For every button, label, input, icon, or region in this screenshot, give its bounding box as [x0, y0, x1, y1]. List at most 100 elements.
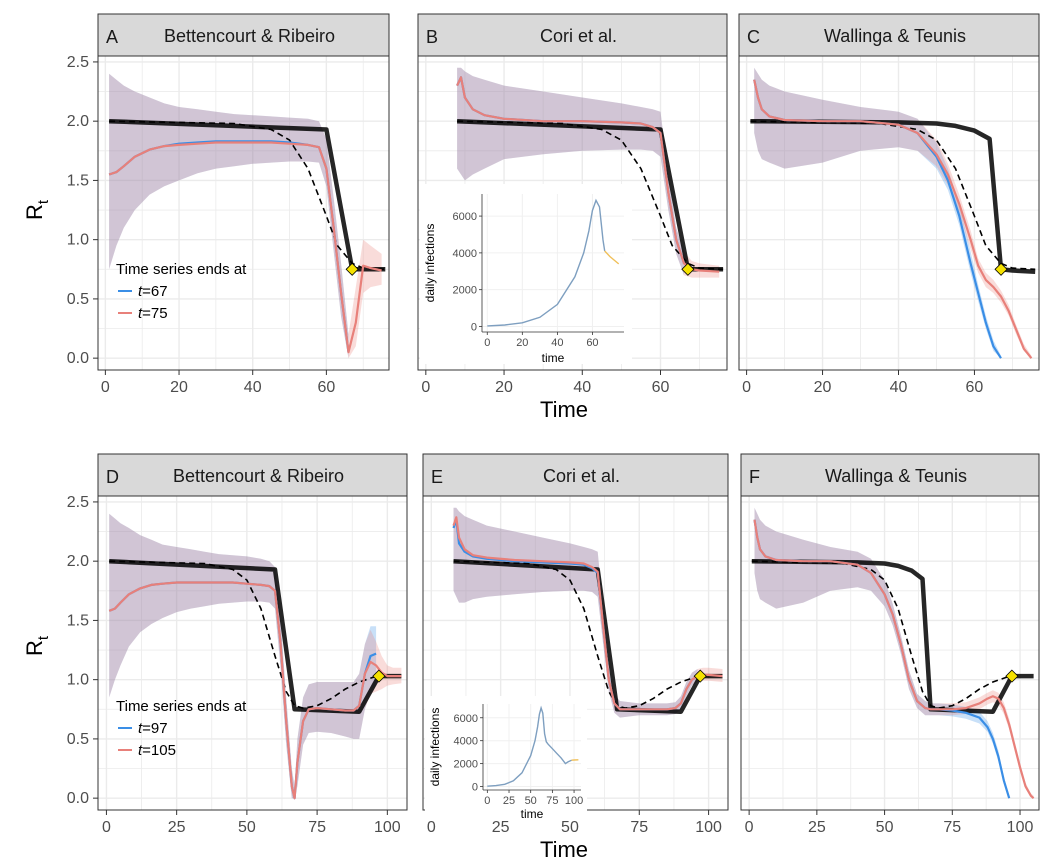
- x-tick-label: 75: [630, 819, 648, 836]
- estimate-line-t105: [753, 519, 1035, 800]
- x-tick-label: 50: [561, 819, 579, 836]
- x-tick-label: 100: [695, 819, 722, 836]
- panel-letter: C: [747, 27, 760, 47]
- estimate-line-t105: [108, 581, 402, 800]
- panel-letter: B: [426, 27, 438, 47]
- end-marker-diamond: [693, 669, 707, 683]
- legend-label-value: =105: [142, 742, 176, 759]
- data-layer: [108, 73, 386, 359]
- panel-title: Cori et al.: [540, 26, 617, 46]
- estimate-line-t105: [452, 516, 723, 711]
- legend-label-var: t: [138, 305, 143, 322]
- dashed-rt-line: [109, 120, 386, 271]
- inset-x-label: time: [542, 351, 565, 365]
- inset-y-tick-label: 2000: [454, 759, 478, 771]
- legend-title: Time series ends at: [116, 698, 247, 715]
- panel-border: [97, 55, 390, 371]
- panel-F: F Wallinga & Teunis 0 25 50 75 100: [740, 453, 1040, 836]
- legend-label-var: t: [138, 720, 143, 737]
- x-tick-label: 60: [966, 379, 984, 396]
- inset-y-tick-label: 0: [472, 782, 478, 794]
- x-tick-label: 100: [1007, 819, 1034, 836]
- inset-y-tick-label: 6000: [453, 211, 477, 223]
- panel-letter: A: [106, 27, 118, 47]
- legend-label-value: =67: [142, 283, 167, 300]
- panel-border: [738, 55, 1040, 371]
- data-layer: [750, 67, 1036, 359]
- grid: [98, 496, 407, 810]
- grid: [98, 56, 389, 370]
- x-tick-label: 50: [238, 819, 256, 836]
- x-tick-label: 25: [808, 819, 826, 836]
- end-marker-diamond: [372, 669, 386, 683]
- y-tick-label: 0.0: [67, 350, 89, 367]
- ci-ribbon-t67: [754, 67, 1001, 359]
- inset-y-tick-label: 0: [471, 321, 477, 333]
- legend-label-1: t=105: [138, 742, 176, 759]
- y-axis-title-bottom: Rt: [22, 635, 52, 656]
- inset-y-tick-label: 2000: [453, 285, 477, 297]
- dashed-rt-line: [751, 560, 1013, 709]
- end-marker-diamond: [345, 262, 359, 276]
- inset-x-tick-label: 20: [516, 337, 528, 349]
- legend-label-value: =75: [142, 305, 167, 322]
- inset-background: [420, 184, 632, 364]
- estimate-line-t75: [108, 141, 382, 354]
- panel-border: [417, 55, 728, 371]
- inset-x-label: time: [521, 807, 544, 821]
- y-tick-label: 2.5: [67, 494, 89, 511]
- end-marker-diamond: [994, 262, 1008, 276]
- x-tick-label: 75: [943, 819, 961, 836]
- legend-title: Time series ends at: [116, 261, 247, 278]
- panel-C: C Wallinga & Teunis 0 20 40 60: [738, 13, 1040, 396]
- x-tick-label: 0: [427, 819, 436, 836]
- inset-x-tick-label: 0: [484, 337, 490, 349]
- x-tick-label: 0: [421, 379, 430, 396]
- panel-A: A Bettencourt & Ribeiro 0 20 40 60 0.0 0.5 1.0 1.…: [67, 13, 390, 396]
- y-tick-label: 2.0: [67, 553, 89, 570]
- plot-background: [739, 56, 1039, 370]
- inset-background: [425, 696, 587, 820]
- x-tick-label: 0: [742, 379, 751, 396]
- y-tick-label: 1.0: [67, 672, 89, 689]
- end-marker-diamond: [681, 262, 695, 276]
- panel-border: [97, 495, 408, 811]
- plot-background: [741, 496, 1039, 810]
- panel-B: B Cori et al. 0 20 40 60 0 20 40 60 0 2000 4000 6000 t…: [417, 13, 728, 396]
- legend-label-var: t: [138, 742, 143, 759]
- y-tick-label: 0.5: [67, 291, 89, 308]
- panel-strip: [738, 13, 1040, 57]
- x-tick-label: 100: [374, 819, 401, 836]
- panel-letter: F: [749, 467, 760, 487]
- legend-label-value: =97: [142, 720, 167, 737]
- panel-title: Cori et al.: [543, 466, 620, 486]
- panel-strip: [417, 13, 728, 57]
- inset-y-tick-label: 4000: [454, 736, 478, 748]
- y-tick-label: 0.5: [67, 731, 89, 748]
- inset-series-1: [604, 250, 620, 265]
- x-axis-title-top: Time: [540, 397, 588, 422]
- plot-background: [98, 496, 407, 810]
- inset-x-tick-label: 50: [525, 795, 537, 807]
- data-layer: [751, 507, 1035, 800]
- x-tick-label: 40: [244, 379, 262, 396]
- legend: Time series ends att=67t=75: [116, 261, 247, 322]
- y-tick-label: 1.5: [67, 612, 89, 629]
- grid: [741, 496, 1039, 810]
- inset-x-tick-label: 60: [586, 337, 598, 349]
- x-tick-label: 0: [745, 819, 754, 836]
- panel-strip: [740, 453, 1040, 497]
- ci-ribbon-t97: [754, 507, 1010, 799]
- x-tick-label: 75: [308, 819, 326, 836]
- inset-series-0: [487, 198, 606, 327]
- x-tick-label: 40: [573, 379, 591, 396]
- inset-x-tick-label: 40: [551, 337, 563, 349]
- true-rt-line: [109, 118, 386, 272]
- x-tick-label: 0: [102, 819, 111, 836]
- x-tick-label: 0: [101, 379, 110, 396]
- true-rt-line: [751, 558, 1034, 714]
- inset-y-tick-label: 6000: [454, 713, 478, 725]
- inset-y-label: daily infections: [423, 224, 437, 303]
- legend-label-var: t: [138, 283, 143, 300]
